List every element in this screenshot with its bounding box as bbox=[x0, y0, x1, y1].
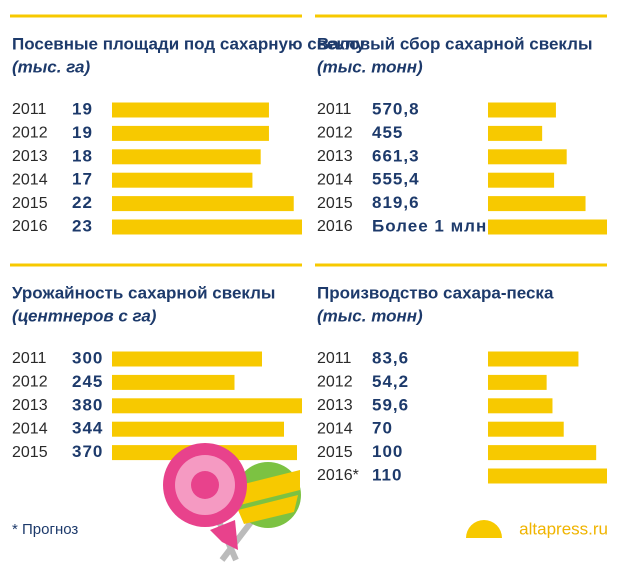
category-label: 2015 bbox=[12, 444, 48, 461]
category-label: 2011 bbox=[12, 101, 47, 118]
category-label: 2012 bbox=[317, 374, 353, 391]
category-label: 2011 bbox=[317, 350, 352, 367]
value-label: 17 bbox=[72, 170, 93, 189]
bar bbox=[488, 149, 567, 165]
divider bbox=[315, 263, 607, 267]
category-label: 2012 bbox=[12, 374, 48, 391]
bar bbox=[488, 445, 597, 461]
category-label: 2011 bbox=[12, 350, 47, 367]
category-label: 2015 bbox=[317, 195, 353, 212]
bar bbox=[112, 421, 284, 437]
bar bbox=[112, 172, 253, 188]
category-label: 2013 bbox=[12, 148, 48, 165]
bar bbox=[112, 398, 302, 414]
category-label: 2016* bbox=[317, 467, 359, 484]
category-label: 2011 bbox=[317, 101, 352, 118]
chart-title: Валовый сбор сахарной свеклы bbox=[317, 34, 592, 53]
value-label: 555,4 bbox=[372, 170, 420, 189]
bar bbox=[488, 351, 579, 367]
divider bbox=[10, 263, 302, 267]
bar bbox=[488, 468, 607, 484]
chart-unit: (тыс. га) bbox=[12, 57, 90, 76]
chart-title: Посевные площади под сахарную свеклу bbox=[12, 34, 366, 53]
bar bbox=[112, 374, 235, 390]
bar bbox=[112, 102, 269, 118]
value-label: 455 bbox=[372, 123, 403, 142]
category-label: 2014 bbox=[317, 171, 353, 188]
chart-unit: (тыс. тонн) bbox=[317, 57, 423, 76]
value-label: 23 bbox=[72, 216, 93, 235]
value-label: 59,6 bbox=[372, 395, 409, 414]
bar bbox=[112, 125, 269, 141]
divider bbox=[10, 14, 302, 18]
logo bbox=[466, 520, 502, 538]
value-label: 18 bbox=[72, 146, 93, 165]
category-label: 2014 bbox=[12, 420, 48, 437]
value-label: 110 bbox=[372, 465, 402, 484]
category-label: 2016 bbox=[317, 218, 353, 235]
value-label: 19 bbox=[72, 123, 93, 142]
bar bbox=[112, 149, 261, 165]
value-label: 22 bbox=[72, 193, 93, 212]
bar bbox=[488, 421, 564, 437]
value-label: 300 bbox=[72, 348, 103, 367]
chart-panel: Производство сахара-песка (тыс. тонн) 2011… bbox=[315, 263, 607, 484]
category-label: 2012 bbox=[12, 125, 48, 142]
value-label: 570,8 bbox=[372, 99, 420, 118]
category-label: 2016 bbox=[12, 218, 48, 235]
chart-title: Урожайность сахарной свеклы bbox=[12, 283, 275, 302]
value-label: 370 bbox=[72, 442, 103, 461]
bar bbox=[488, 172, 555, 188]
bar bbox=[488, 219, 607, 235]
divider bbox=[315, 14, 607, 18]
category-label: 2015 bbox=[12, 195, 48, 212]
bar bbox=[488, 196, 586, 212]
value-label: 70 bbox=[372, 419, 393, 438]
bar bbox=[488, 374, 547, 390]
category-label: 2013 bbox=[12, 397, 48, 414]
category-label: 2013 bbox=[317, 148, 353, 165]
chart-unit: (центнеров с га) bbox=[12, 306, 157, 325]
value-label: 83,6 bbox=[372, 348, 409, 367]
bar bbox=[488, 125, 543, 141]
lollipops bbox=[163, 443, 301, 562]
source: altapress.ru bbox=[519, 519, 608, 538]
value-label: Более 1 млн bbox=[372, 216, 487, 235]
category-label: 2012 bbox=[317, 125, 353, 142]
bar bbox=[112, 196, 294, 212]
footer: * Прогноз altapress.ru bbox=[12, 519, 608, 538]
category-label: 2013 bbox=[317, 397, 353, 414]
chart-panel: Урожайность сахарной свеклы (центнеров с … bbox=[10, 263, 302, 461]
bar bbox=[112, 351, 262, 367]
category-label: 2015 bbox=[317, 444, 353, 461]
bar bbox=[112, 219, 302, 235]
value-label: 819,6 bbox=[372, 193, 420, 212]
value-label: 19 bbox=[72, 99, 93, 118]
chart-unit: (тыс. тонн) bbox=[317, 306, 423, 325]
chart-title: Производство сахара-песка bbox=[317, 283, 554, 302]
bar bbox=[488, 398, 553, 414]
chart-panel: Валовый сбор сахарной свеклы (тыс. тонн) 2… bbox=[315, 14, 607, 235]
value-label: 100 bbox=[372, 442, 403, 461]
value-label: 661,3 bbox=[372, 146, 420, 165]
category-label: 2014 bbox=[12, 171, 48, 188]
category-label: 2014 bbox=[317, 420, 353, 437]
value-label: 344 bbox=[72, 419, 103, 438]
bar bbox=[488, 102, 556, 118]
chart-panel: Посевные площади под сахарную свеклу (тыс… bbox=[10, 14, 366, 235]
value-label: 54,2 bbox=[372, 372, 409, 391]
footnote: * Прогноз bbox=[12, 521, 78, 538]
value-label: 380 bbox=[72, 395, 103, 414]
value-label: 245 bbox=[72, 372, 103, 391]
